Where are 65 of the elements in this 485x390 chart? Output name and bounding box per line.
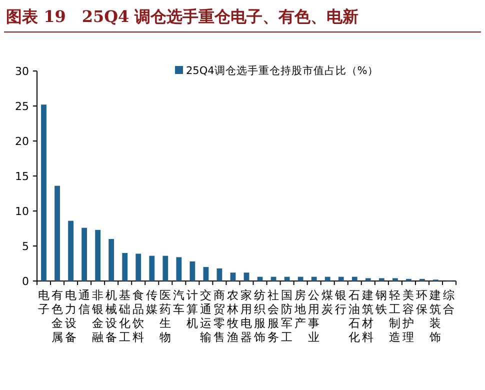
x-tick-label: 电力设备 bbox=[64, 289, 77, 344]
x-tick-label: 国防军工 bbox=[281, 289, 294, 344]
x-tick-label: 建筑装饰 bbox=[428, 289, 442, 344]
bar bbox=[324, 276, 330, 281]
x-tick-label: 煤炭 bbox=[322, 289, 334, 316]
x-tick-label: 商贸零售 bbox=[213, 288, 226, 344]
bar bbox=[378, 278, 384, 281]
x-tick-label: 食品饮料 bbox=[131, 289, 144, 344]
bar bbox=[311, 276, 317, 281]
y-tick-label: 0 bbox=[22, 275, 29, 288]
x-tick-label: 基础化工 bbox=[118, 289, 131, 344]
bar bbox=[230, 272, 236, 281]
bar bbox=[95, 230, 101, 281]
bar bbox=[244, 272, 250, 281]
bar bbox=[338, 276, 344, 281]
bar bbox=[365, 278, 371, 281]
legend-label: 25Q4调仓选手重仓持股市值占比（%） bbox=[186, 64, 378, 77]
x-tick-label: 有色金属 bbox=[51, 289, 64, 344]
y-tick-label: 15 bbox=[15, 170, 29, 183]
bar bbox=[216, 268, 222, 281]
x-tick-label: 房地产 bbox=[294, 288, 307, 330]
bar bbox=[190, 261, 196, 281]
bar bbox=[136, 254, 142, 281]
bar bbox=[54, 186, 60, 281]
y-tick-label: 25 bbox=[15, 100, 29, 113]
x-tick-label: 建筑材料 bbox=[361, 289, 374, 344]
x-tick-label: 非银金融 bbox=[90, 289, 104, 344]
x-tick-label: 家用电器 bbox=[240, 288, 252, 344]
x-tick-label: 石油石化 bbox=[348, 289, 361, 344]
x-tick-label: 通信 bbox=[78, 289, 90, 316]
bar bbox=[176, 257, 182, 281]
x-tick-label: 银行 bbox=[334, 289, 348, 316]
x-tick-label: 传媒 bbox=[146, 289, 158, 316]
bar bbox=[284, 276, 290, 281]
bar bbox=[82, 228, 88, 281]
bar bbox=[392, 278, 398, 281]
x-tick-label: 环保 bbox=[416, 289, 428, 316]
x-tick-label: 机械设备 bbox=[105, 289, 118, 344]
bar bbox=[352, 276, 358, 281]
x-tick-label: 社会服务 bbox=[268, 289, 280, 344]
x-tick-label: 汽车 bbox=[172, 289, 185, 316]
chart-title: 图表 19 25Q4 调仓选手重仓电子、有色、电新 bbox=[6, 7, 359, 26]
x-tick-label: 公用事业 bbox=[308, 289, 320, 344]
bar bbox=[149, 256, 155, 281]
x-tick-label: 美容护理 bbox=[402, 288, 415, 344]
x-tick-label: 农林牧渔 bbox=[226, 289, 239, 344]
bar bbox=[41, 104, 46, 281]
x-tick-label: 钢铁 bbox=[374, 289, 388, 316]
y-tick-label: 10 bbox=[15, 205, 29, 218]
bar bbox=[68, 220, 74, 281]
bar bbox=[162, 256, 168, 281]
y-tick-label: 5 bbox=[22, 240, 29, 253]
x-tick-label: 轻工制造 bbox=[389, 289, 402, 344]
y-tick-label: 20 bbox=[15, 135, 29, 148]
bar bbox=[203, 267, 209, 281]
bar bbox=[108, 239, 114, 281]
x-tick-label: 计算机 bbox=[186, 289, 198, 330]
x-tick-label: 医药生物 bbox=[159, 289, 172, 344]
y-tick-label: 30 bbox=[15, 65, 29, 78]
bar bbox=[298, 276, 304, 281]
x-tick-label: 综合 bbox=[443, 288, 456, 316]
x-tick-label: 纺织服饰 bbox=[253, 288, 266, 344]
x-tick-label: 电子 bbox=[38, 289, 50, 316]
bar bbox=[122, 253, 128, 281]
x-tick-label: 交通运输 bbox=[200, 288, 212, 344]
